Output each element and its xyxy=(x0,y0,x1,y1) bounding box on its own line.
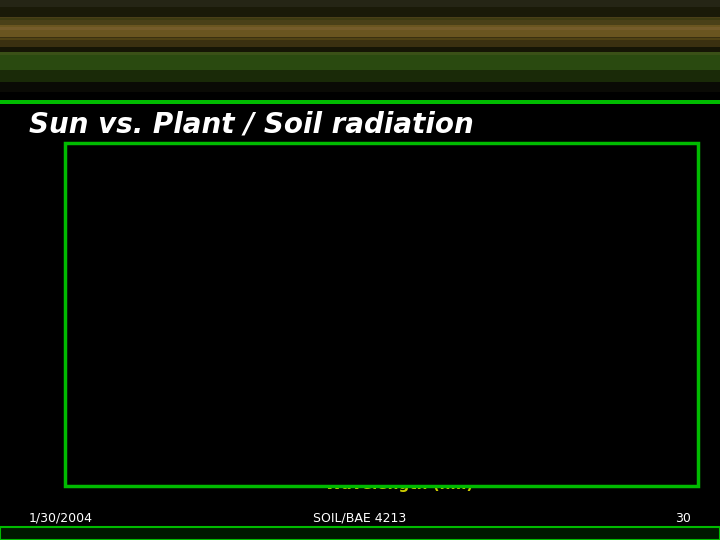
Radiance of 6000 K Object xyxy=(136,156,145,163)
Radiance of 6000 K Object xyxy=(120,445,129,451)
Text: Terrestrial: Terrestrial xyxy=(410,343,524,363)
Radiance of 6000 K Object xyxy=(532,445,541,451)
Radiance of 300 K Object xyxy=(672,428,681,435)
Radiance of 300 K Object xyxy=(331,434,340,440)
Line: Radiance of 300 K Object: Radiance of 300 K Object xyxy=(125,424,677,448)
Legend: Radiance of 6000 K Object, Radiance of 300 K Object: Radiance of 6000 K Object, Radiance of 3… xyxy=(490,251,666,285)
Text: 30: 30 xyxy=(675,512,691,525)
Text: 1/30/2004: 1/30/2004 xyxy=(29,512,93,525)
Radiance of 300 K Object xyxy=(575,423,583,430)
Text: SUN: SUN xyxy=(171,201,220,221)
Radiance of 300 K Object xyxy=(475,421,484,427)
Radiance of 6000 K Object xyxy=(480,445,488,451)
Radiance of 300 K Object xyxy=(532,422,541,428)
Radiance of 300 K Object xyxy=(451,421,460,427)
Radiance of 6000 K Object xyxy=(220,440,229,447)
Radiance of 6000 K Object xyxy=(672,445,681,451)
Y-axis label: Radiance (%): Radiance (%) xyxy=(68,258,83,350)
Radiance of 6000 K Object xyxy=(451,445,460,451)
Radiance of 300 K Object xyxy=(480,421,488,427)
Radiance of 6000 K Object xyxy=(331,444,340,451)
Text: Sun vs. Plant / Soil radiation: Sun vs. Plant / Soil radiation xyxy=(29,111,474,139)
Line: Radiance of 6000 K Object: Radiance of 6000 K Object xyxy=(125,159,677,448)
X-axis label: Wavelength (nm): Wavelength (nm) xyxy=(325,477,474,492)
Text: Thermal radiation: Thermal radiation xyxy=(256,280,452,299)
Text: 300K: 300K xyxy=(410,374,462,391)
Text: SOIL/BAE 4213: SOIL/BAE 4213 xyxy=(313,512,407,525)
Radiance of 300 K Object xyxy=(120,445,129,451)
Radiance of 6000 K Object xyxy=(575,445,583,451)
Radiance of 300 K Object xyxy=(220,445,229,451)
Text: 6000K: 6000K xyxy=(171,235,234,253)
